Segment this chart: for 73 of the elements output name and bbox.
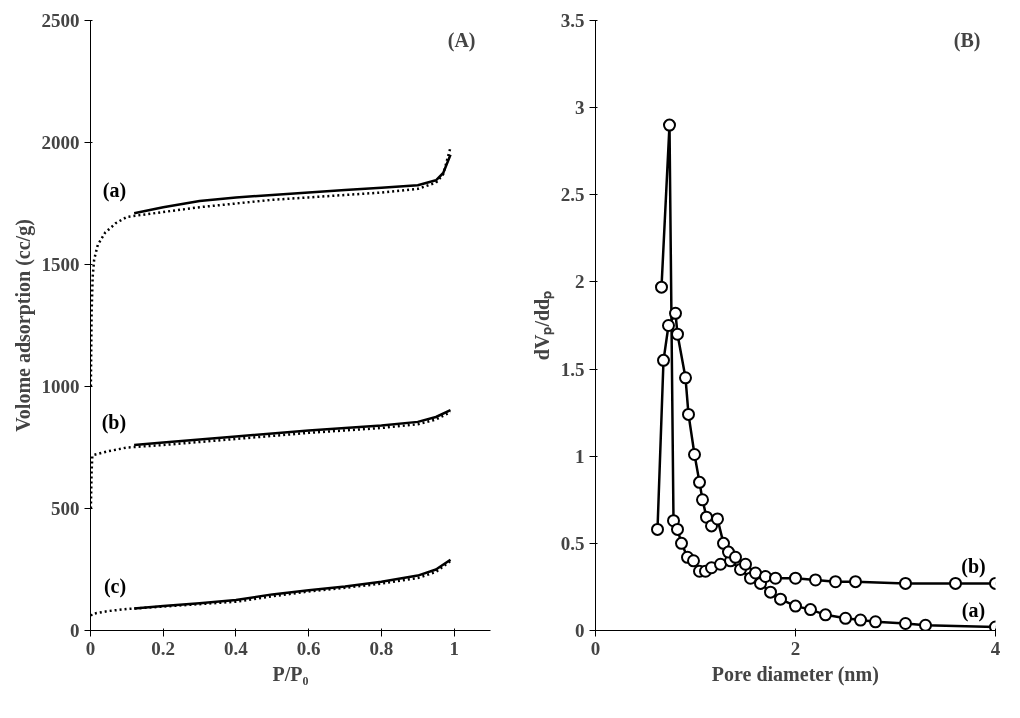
point bbox=[949, 576, 962, 590]
x-tick-label: 0.8 bbox=[369, 637, 394, 659]
y-tick-label: 2.5 bbox=[560, 184, 585, 206]
point bbox=[675, 536, 688, 550]
y-tick-label: 1 bbox=[575, 445, 585, 467]
point bbox=[655, 280, 668, 294]
point bbox=[682, 407, 695, 421]
y-tick-label: 0.5 bbox=[560, 532, 585, 554]
x-tick-label: 0 bbox=[590, 637, 601, 659]
y-tick-label: 2000 bbox=[41, 132, 80, 153]
x-tick-label: 0 bbox=[85, 637, 96, 659]
point bbox=[693, 475, 706, 489]
series-label: (b) bbox=[961, 555, 986, 579]
point bbox=[729, 550, 742, 564]
point bbox=[651, 522, 664, 536]
point bbox=[849, 575, 862, 589]
point bbox=[789, 571, 802, 585]
point bbox=[714, 557, 727, 571]
point bbox=[899, 617, 912, 631]
x-tick-label: 0.4 bbox=[224, 637, 249, 659]
y-tick-label: 1500 bbox=[41, 254, 80, 275]
series-label: (a) bbox=[961, 599, 986, 623]
x-tick-label: 2 bbox=[790, 637, 801, 659]
point bbox=[688, 447, 701, 461]
point bbox=[899, 576, 912, 590]
point bbox=[804, 603, 817, 617]
y-axis-title: dVₚ/ddₚ bbox=[530, 290, 555, 361]
series-label: (a) bbox=[102, 179, 127, 203]
point bbox=[662, 319, 675, 332]
y-axis-title: Volome adsorption (cc/g) bbox=[11, 219, 35, 432]
point bbox=[671, 522, 684, 536]
x-tick-label: 0.6 bbox=[296, 637, 321, 659]
point bbox=[679, 371, 692, 385]
x-axis-title: Pore diameter (nm) bbox=[711, 662, 879, 686]
point bbox=[819, 608, 832, 622]
y-tick-label: 2500 bbox=[41, 10, 80, 31]
point bbox=[789, 599, 802, 613]
annotation: (B) bbox=[953, 28, 981, 52]
series-label: (b) bbox=[101, 411, 127, 435]
point bbox=[696, 493, 709, 507]
point bbox=[657, 353, 670, 367]
point bbox=[919, 618, 932, 631]
y-tick-label: 3.5 bbox=[560, 10, 585, 31]
point bbox=[854, 613, 867, 627]
point bbox=[669, 306, 682, 320]
point bbox=[663, 118, 676, 132]
x-axis-title: P/P₀ bbox=[272, 662, 309, 685]
point bbox=[809, 573, 822, 587]
point bbox=[829, 575, 842, 589]
point bbox=[687, 554, 700, 568]
point bbox=[717, 536, 730, 550]
y-tick-label: 1000 bbox=[41, 376, 80, 397]
y-tick-label: 0 bbox=[575, 620, 585, 641]
series-label: (c) bbox=[103, 574, 127, 598]
y-tick-label: 500 bbox=[51, 498, 80, 519]
point bbox=[774, 592, 787, 606]
x-tick-label: 4 bbox=[990, 637, 1001, 659]
point bbox=[671, 327, 684, 341]
annotation: (A) bbox=[447, 28, 476, 52]
point bbox=[839, 611, 852, 625]
point bbox=[739, 557, 752, 571]
point bbox=[869, 615, 882, 629]
y-tick-label: 3 bbox=[575, 97, 585, 119]
x-tick-label: 0.2 bbox=[151, 637, 176, 659]
y-tick-label: 1.5 bbox=[560, 358, 585, 380]
y-tick-label: 0 bbox=[70, 620, 80, 641]
point bbox=[764, 585, 777, 599]
y-tick-label: 2 bbox=[575, 271, 585, 293]
point bbox=[749, 566, 762, 580]
point bbox=[711, 512, 724, 526]
point bbox=[759, 569, 772, 583]
x-tick-label: 1 bbox=[449, 637, 459, 659]
point bbox=[769, 571, 782, 585]
